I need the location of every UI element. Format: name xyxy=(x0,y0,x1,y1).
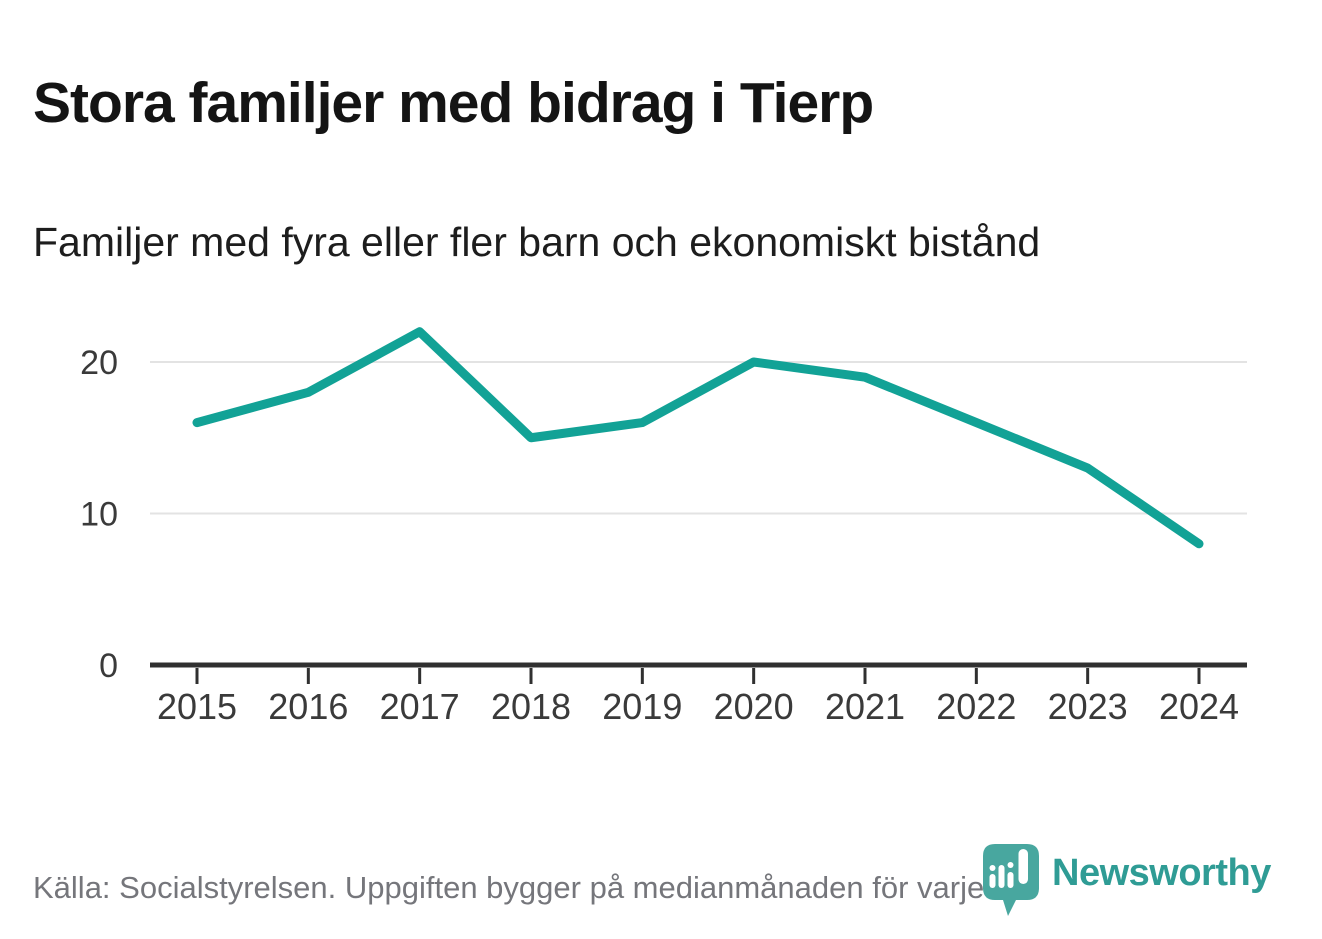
x-axis-tick-label: 2020 xyxy=(714,686,794,727)
x-axis-tick-label: 2018 xyxy=(491,686,571,727)
x-axis-tick-label: 2023 xyxy=(1048,686,1128,727)
x-axis-tick-label: 2022 xyxy=(936,686,1016,727)
y-axis-tick-label: 20 xyxy=(80,344,118,382)
data-line xyxy=(192,327,1204,549)
newsworthy-wordmark: Newsworthy xyxy=(1052,852,1271,894)
y-axis-tick-label: 10 xyxy=(80,496,118,534)
chart-title: Stora familjer med bidrag i Tierp xyxy=(33,71,874,136)
x-axis-tick-label: 2015 xyxy=(157,686,237,727)
x-axis-tick-label: 2016 xyxy=(268,686,348,727)
y-axis-tick-label: 0 xyxy=(99,647,118,685)
source-note: Källa: Socialstyrelsen. Uppgiften bygger… xyxy=(33,870,1021,905)
x-axis-tick-label: 2019 xyxy=(602,686,682,727)
x-axis-tick-label: 2021 xyxy=(825,686,905,727)
newsworthy-icon xyxy=(983,844,1039,916)
newsworthy-logo: Newsworthy xyxy=(982,843,1271,917)
x-axis-tick-label: 2017 xyxy=(380,686,460,727)
chart-subtitle: Familjer med fyra eller fler barn och ek… xyxy=(33,219,1041,265)
x-axis-tick-label: 2024 xyxy=(1159,686,1239,727)
